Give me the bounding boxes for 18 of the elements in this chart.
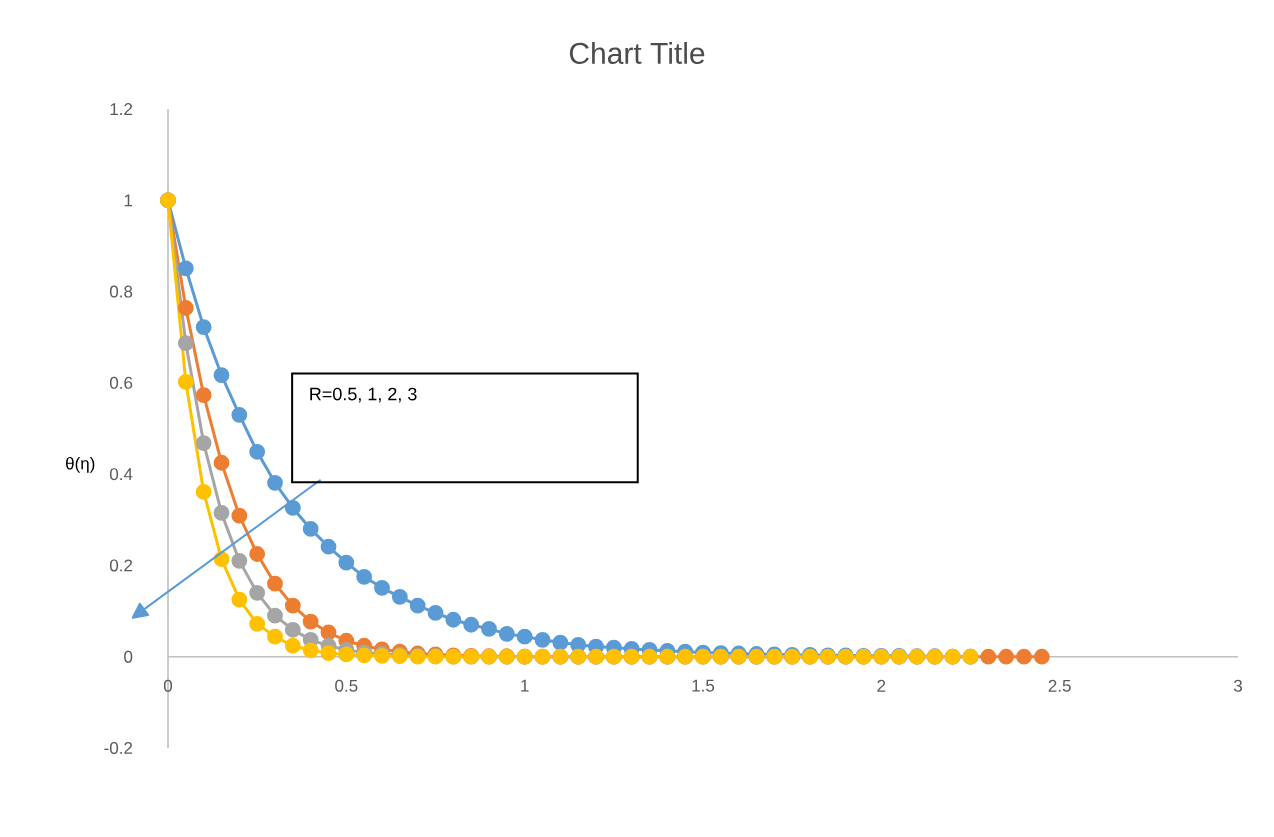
x-tick-label: 2 <box>877 679 886 692</box>
x-tick-label: 1.5 <box>692 679 715 692</box>
annotation: R=0.5, 1, 2, 3 <box>310 387 417 403</box>
y-tick-label: -0.2 <box>104 742 133 755</box>
y-tick-label: 0 <box>124 650 133 663</box>
y-tick-label: 0.2 <box>109 559 133 572</box>
y-axis-title: θ(η) <box>66 457 95 473</box>
y-tick-label: 0.4 <box>109 468 133 481</box>
chart-title: Chart Title <box>569 41 705 64</box>
x-tick-label: 0.5 <box>335 679 358 692</box>
x-tick-label: 1 <box>521 679 529 692</box>
x-tick-label: 3 <box>1233 679 1242 692</box>
y-tick-label: 0.6 <box>109 376 133 389</box>
x-tick-label: 2.5 <box>1048 679 1071 692</box>
x-tick-label: 0 <box>163 679 173 692</box>
y-tick-label: 0.8 <box>109 285 133 298</box>
y-tick-label: 1 <box>124 194 133 207</box>
y-tick-label: 1.2 <box>110 103 133 115</box>
